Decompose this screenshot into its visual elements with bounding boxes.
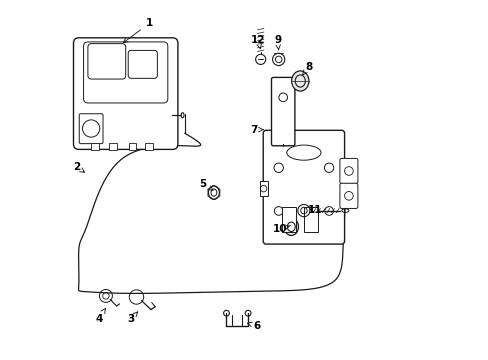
Bar	[129, 143, 136, 150]
FancyBboxPatch shape	[263, 130, 344, 244]
Text: 2: 2	[73, 162, 84, 172]
Text: 4: 4	[95, 309, 105, 324]
Bar	[145, 143, 152, 150]
FancyBboxPatch shape	[73, 38, 178, 149]
Text: 3: 3	[127, 312, 138, 324]
Bar	[259, 181, 267, 196]
Ellipse shape	[291, 71, 308, 91]
FancyBboxPatch shape	[79, 114, 103, 144]
Text: 6: 6	[247, 321, 260, 331]
FancyBboxPatch shape	[271, 77, 294, 146]
FancyBboxPatch shape	[88, 44, 125, 79]
Bar	[109, 143, 117, 150]
Text: 8: 8	[302, 62, 312, 75]
Text: 7: 7	[250, 125, 263, 135]
Bar	[91, 143, 99, 150]
Text: 12: 12	[250, 35, 264, 49]
Text: 9: 9	[273, 35, 281, 50]
Text: 1: 1	[123, 18, 152, 43]
FancyBboxPatch shape	[339, 183, 357, 208]
Bar	[282, 207, 295, 232]
Text: 11: 11	[307, 204, 321, 215]
FancyBboxPatch shape	[339, 158, 357, 184]
Text: 5: 5	[199, 179, 213, 190]
FancyBboxPatch shape	[83, 42, 167, 103]
Bar	[303, 207, 317, 232]
Text: 10: 10	[273, 224, 290, 234]
FancyBboxPatch shape	[128, 50, 157, 78]
Ellipse shape	[284, 218, 298, 235]
